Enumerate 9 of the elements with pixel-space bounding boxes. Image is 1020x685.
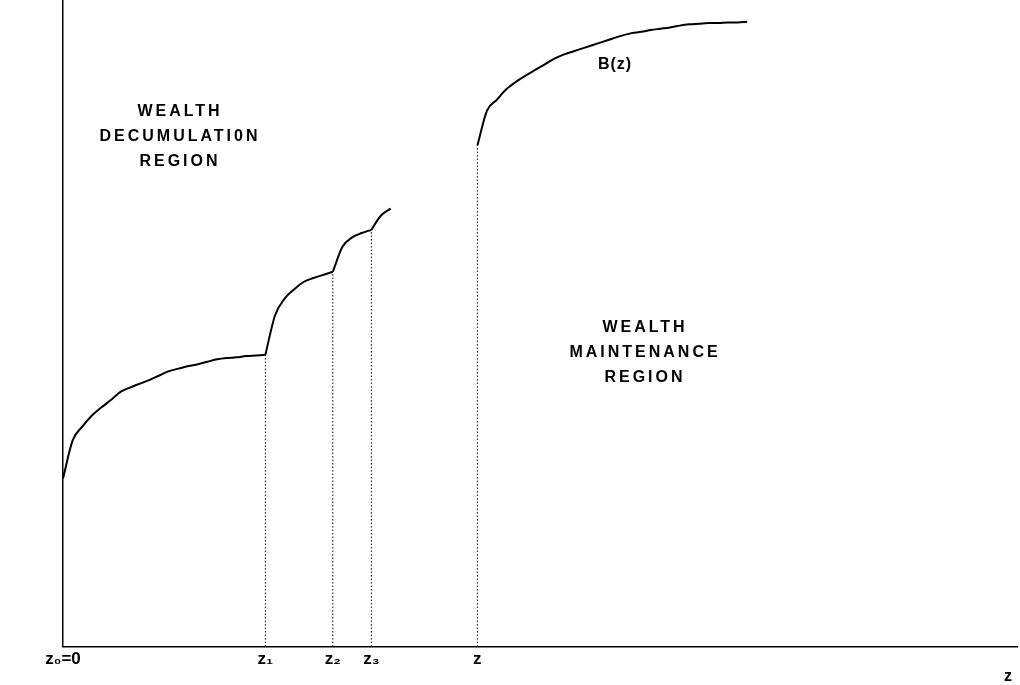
annotation: WEALTH DECUMULATI0N REGION (99, 102, 261, 170)
x-tick-label: z₁ (257, 649, 274, 669)
x-tick-label: z₀=0 (45, 649, 81, 669)
x-tick-label: z₂ (324, 649, 341, 669)
x-tick-label: z₃ (363, 649, 380, 669)
x-tick-label: z (473, 649, 482, 669)
annotation: WEALTH MAINTENANCE REGION (569, 318, 721, 386)
x-axis-title: z (1004, 667, 1012, 685)
annotation: B(z) (597, 55, 633, 73)
